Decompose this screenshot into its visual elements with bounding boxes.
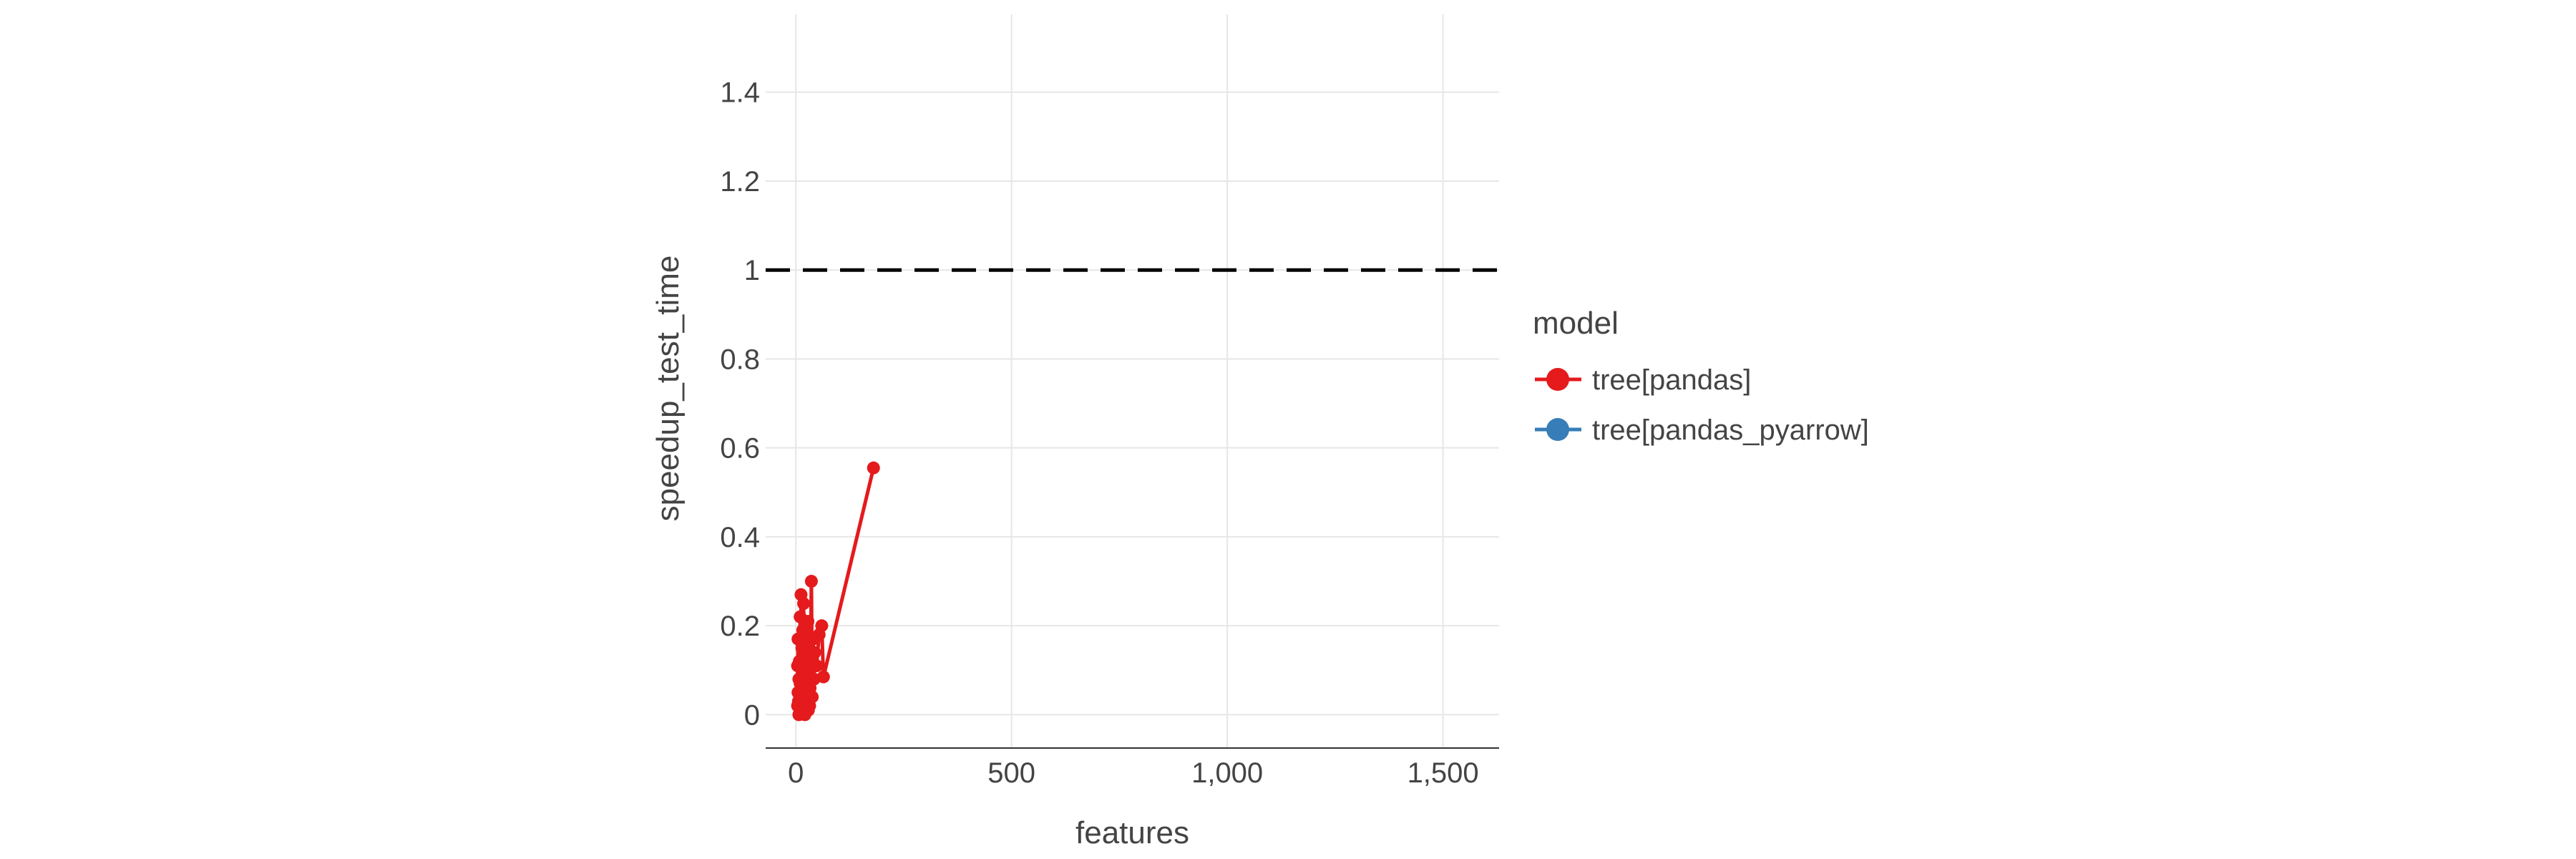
x-tick-label: 0: [788, 757, 804, 789]
data-point: [806, 690, 819, 704]
y-tick-label: 0.2: [720, 611, 760, 642]
legend-item: tree[pandas_pyarrow]: [1535, 414, 1869, 446]
x-tick-labels: 0 500 1,000 1,500: [788, 757, 1479, 789]
legend-label: tree[pandas]: [1592, 364, 1751, 396]
legend-title: model: [1533, 306, 1619, 341]
x-tick-label: 1,500: [1407, 757, 1479, 789]
series-group: [791, 461, 880, 722]
legend-item: tree[pandas]: [1535, 364, 1751, 396]
data-point: [815, 619, 829, 633]
y-tick-label: 1: [744, 255, 760, 286]
y-tick-label: 0.4: [720, 522, 760, 553]
data-point: [801, 614, 815, 628]
y-tick-label: 0.6: [720, 433, 760, 465]
series-0: [791, 461, 880, 722]
data-point: [810, 659, 824, 673]
x-axis-title: features: [1075, 815, 1189, 850]
x-tick-label: 500: [987, 757, 1035, 789]
y-tick-labels: 0 0.2 0.4 0.6 0.8 1 1.2 1.4: [720, 77, 760, 732]
legend: model tree[pandas] tree[pandas_pyarrow]: [1533, 306, 1869, 446]
x-tick-label: 1,000: [1191, 757, 1263, 789]
data-point: [867, 461, 880, 475]
data-point: [797, 597, 811, 611]
legend-key-marker: [1546, 418, 1569, 441]
grid: [766, 14, 1499, 748]
y-tick-label: 1.2: [720, 166, 760, 198]
data-point: [804, 575, 818, 588]
y-tick-label: 0: [744, 699, 760, 731]
legend-key-marker: [1546, 368, 1569, 391]
legend-items: tree[pandas] tree[pandas_pyarrow]: [1535, 364, 1869, 446]
y-axis-title: speedup_test_time: [650, 256, 686, 522]
data-point: [816, 670, 830, 684]
data-point: [808, 646, 821, 659]
legend-label: tree[pandas_pyarrow]: [1592, 414, 1869, 446]
y-tick-label: 0.8: [720, 344, 760, 375]
y-tick-label: 1.4: [720, 77, 760, 109]
